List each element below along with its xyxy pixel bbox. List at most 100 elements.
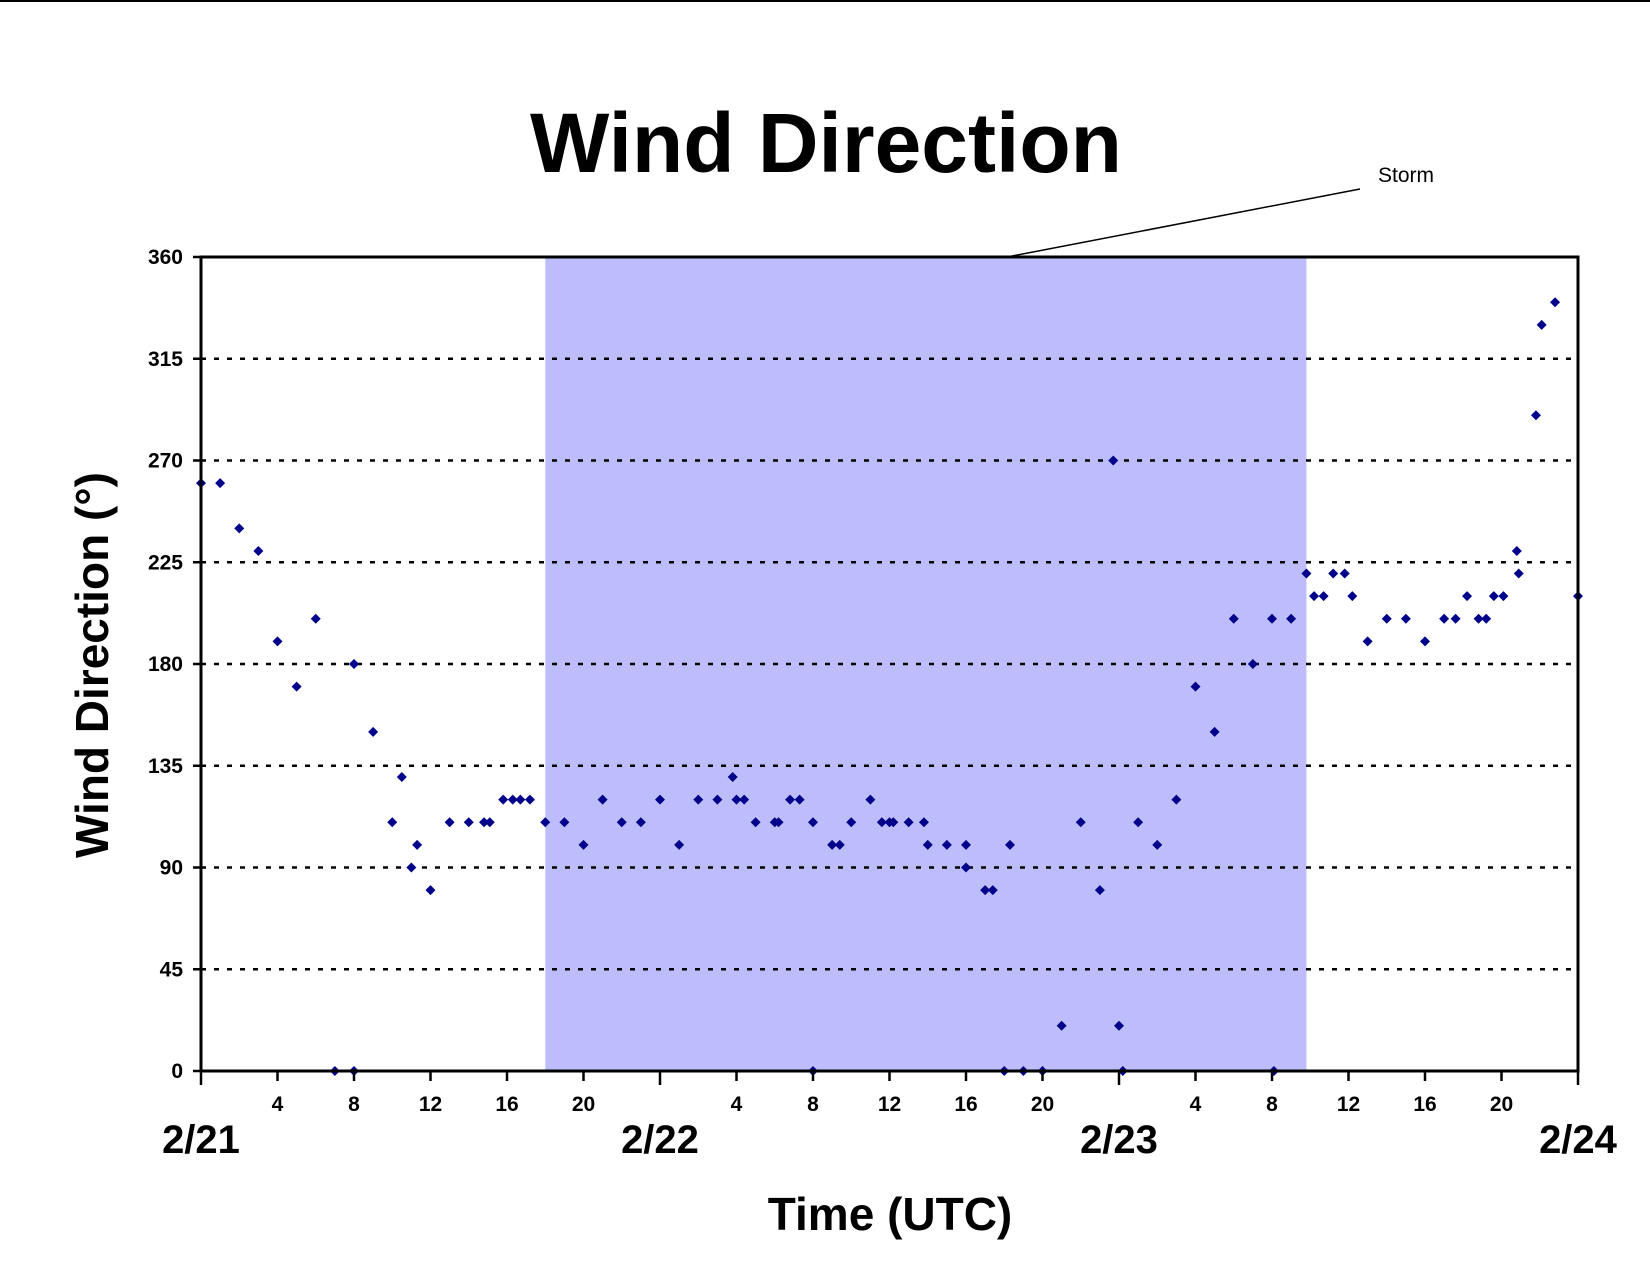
data-point — [396, 772, 407, 783]
data-point — [291, 681, 302, 692]
data-point — [479, 817, 490, 828]
data-point — [507, 794, 518, 805]
x-tick-label: 8 — [348, 1093, 360, 1116]
data-point — [234, 523, 245, 534]
x-tick-label: 20 — [572, 1093, 595, 1116]
data-point — [1339, 568, 1350, 579]
x-tick-label: 20 — [1490, 1093, 1513, 1116]
x-tick-label: 8 — [1266, 1093, 1278, 1116]
data-point — [773, 817, 784, 828]
data-point — [1462, 591, 1473, 602]
data-point — [1094, 885, 1105, 896]
data-point — [941, 839, 952, 850]
data-point — [515, 794, 526, 805]
data-point — [1536, 319, 1547, 330]
data-point — [727, 772, 738, 783]
data-point — [1550, 297, 1561, 308]
data-point — [834, 839, 845, 850]
data-point — [387, 817, 398, 828]
x-tick-label: 16 — [954, 1093, 977, 1116]
data-point — [1267, 613, 1277, 624]
data-point — [425, 885, 436, 896]
data-point — [1133, 817, 1144, 828]
data-point — [1075, 817, 1086, 828]
data-point — [1286, 613, 1297, 624]
data-point — [1381, 613, 1392, 624]
data-point — [1488, 591, 1499, 602]
x-tick-label: 12 — [419, 1093, 442, 1116]
data-point — [1328, 568, 1339, 579]
data-point — [1513, 568, 1524, 579]
y-tick-label: 270 — [148, 450, 183, 473]
data-point — [1309, 591, 1320, 602]
date-label: 2/23 — [1080, 1118, 1158, 1162]
data-point — [498, 794, 509, 805]
data-point — [827, 839, 838, 850]
data-point — [635, 817, 646, 828]
storm-annotation-label: Storm — [1378, 164, 1434, 187]
y-tick-label: 315 — [148, 348, 183, 371]
data-point — [1439, 613, 1450, 624]
data-point — [1420, 636, 1430, 647]
data-point — [794, 794, 805, 805]
y-axis-ticks: 0 45 90 135 180 225 270 315 360 — [148, 246, 201, 1083]
data-point — [253, 545, 264, 556]
data-point — [1171, 794, 1182, 805]
data-point — [1400, 613, 1411, 624]
data-point — [616, 817, 627, 828]
data-point — [888, 817, 899, 828]
data-point — [655, 794, 665, 805]
y-tick-label: 180 — [148, 653, 183, 676]
date-label: 2/22 — [621, 1118, 699, 1162]
data-point — [215, 478, 226, 489]
data-point — [918, 817, 929, 828]
y-tick-label: 90 — [160, 857, 183, 880]
data-point — [1362, 636, 1373, 647]
data-point — [368, 726, 379, 737]
data-point — [1530, 410, 1541, 421]
date-labels: 2/21 2/22 2/23 2/24 — [162, 1118, 1618, 1162]
data-point — [540, 817, 551, 828]
data-point — [961, 862, 971, 873]
data-point — [731, 794, 742, 805]
data-point — [597, 794, 608, 805]
data-point — [980, 885, 991, 896]
data-point — [272, 636, 283, 647]
chart-title: Wind Direction — [530, 96, 1122, 190]
data-point — [1481, 613, 1492, 624]
y-tick-label: 225 — [148, 551, 183, 574]
data-point — [876, 817, 887, 828]
data-point — [1114, 1020, 1124, 1031]
data-point — [1004, 839, 1015, 850]
data-point — [712, 794, 723, 805]
y-axis-label: Wind Direction (°) — [66, 472, 118, 858]
data-point — [412, 839, 423, 850]
data-point — [310, 613, 321, 624]
data-point — [444, 817, 455, 828]
date-label: 2/24 — [1539, 1118, 1618, 1162]
x-tick-label: 4 — [731, 1093, 743, 1116]
y-tick-label: 45 — [160, 958, 184, 981]
data-point — [559, 817, 570, 828]
data-point — [406, 862, 417, 873]
data-point — [674, 839, 685, 850]
data-point — [865, 794, 876, 805]
x-tick-label: 4 — [1190, 1093, 1202, 1116]
data-points — [196, 297, 1583, 1076]
data-point — [1209, 726, 1220, 737]
data-point — [349, 659, 359, 669]
data-point — [578, 839, 589, 850]
data-point — [785, 794, 796, 805]
data-point — [693, 794, 704, 805]
x-tick-label: 12 — [1337, 1093, 1360, 1116]
data-point — [1228, 613, 1239, 624]
grid-lines — [201, 357, 1578, 971]
data-point — [739, 794, 750, 805]
x-tick-label: 4 — [272, 1093, 284, 1116]
data-point — [1247, 659, 1258, 669]
data-point — [922, 839, 933, 850]
date-label: 2/21 — [162, 1118, 240, 1162]
data-point — [903, 817, 914, 828]
data-point — [1318, 591, 1329, 602]
